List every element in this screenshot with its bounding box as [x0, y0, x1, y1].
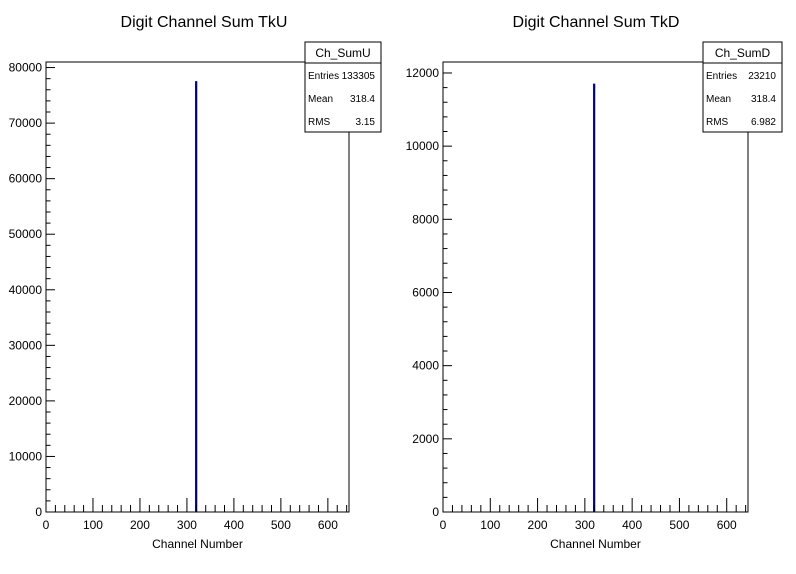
x-tick-label: 500 [271, 518, 291, 532]
histogram-panel-2: Digit Channel Sum TkD 0 100 200 300 400 500 600… [406, 14, 783, 551]
y-tick-label: 10000 [406, 139, 440, 153]
stats-box-name: Ch_SumD [715, 46, 771, 60]
x-tick-label: 200 [528, 518, 548, 532]
x-tick-label: 600 [717, 518, 737, 532]
stats-value: 3.15 [356, 117, 376, 128]
chart-title: Digit Channel Sum TkU [121, 14, 288, 31]
x-tick-label: 100 [480, 518, 500, 532]
x-tick-label: 0 [440, 518, 447, 532]
stats-value: 318.4 [350, 94, 375, 105]
y-tick-label: 2000 [412, 432, 439, 446]
stats-label: RMS [706, 117, 729, 128]
chart-title: Digit Channel Sum TkD [513, 14, 680, 31]
y-tick-label: 0 [35, 505, 42, 519]
histogram-bin [195, 81, 198, 513]
y-tick-label: 12000 [406, 66, 440, 80]
x-tick-label: 400 [224, 518, 244, 532]
x-tick-label: 400 [622, 518, 642, 532]
plot-frame [442, 61, 749, 513]
x-tick-label: 300 [177, 518, 197, 532]
histogram-bin [593, 83, 596, 513]
stats-box-frame [702, 41, 783, 133]
stats-box-name: Ch_SumU [315, 46, 370, 60]
y-tick-label: 0 [432, 505, 439, 519]
x-axis-label: Channel Number [550, 537, 641, 551]
y-tick-label: 20000 [9, 394, 43, 408]
stats-box: Ch_SumD Entries 23210 Mean 318.4 RMS 6.982 [702, 41, 783, 133]
y-tick-label: 30000 [9, 338, 43, 352]
stats-value: 133305 [342, 71, 376, 82]
stats-label: Mean [308, 94, 333, 105]
y-tick-label: 50000 [9, 227, 43, 241]
y-tick-label: 10000 [9, 449, 43, 463]
y-tick-label: 6000 [412, 285, 439, 299]
stats-label: Entries [308, 71, 339, 82]
plot-frame [45, 61, 350, 513]
stats-box-frame [304, 41, 382, 133]
stats-value: 23210 [748, 71, 776, 82]
x-tick-label: 300 [575, 518, 595, 532]
stats-label: RMS [308, 117, 331, 128]
stats-value: 318.4 [751, 94, 776, 105]
histogram-panel-1: Digit Channel Sum TkU 0 100 200 300 400 500 600… [9, 14, 382, 551]
x-tick-label: 600 [318, 518, 338, 532]
stats-label: Mean [706, 94, 731, 105]
x-tick-label: 100 [83, 518, 103, 532]
stats-box: Ch_SumU Entries 133305 Mean 318.4 RMS 3.15 [304, 41, 382, 133]
y-tick-label: 4000 [412, 359, 439, 373]
y-tick-label: 40000 [9, 283, 43, 297]
stats-label: Entries [706, 71, 737, 82]
x-tick-label: 200 [130, 518, 150, 532]
y-tick-label: 70000 [9, 116, 43, 130]
x-tick-label: 500 [669, 518, 689, 532]
x-tick-label: 0 [43, 518, 50, 532]
y-tick-label: 8000 [412, 212, 439, 226]
y-tick-label: 60000 [9, 172, 43, 186]
y-tick-label: 80000 [9, 61, 43, 75]
stats-value: 6.982 [751, 117, 776, 128]
x-axis-label: Channel Number [152, 537, 243, 551]
